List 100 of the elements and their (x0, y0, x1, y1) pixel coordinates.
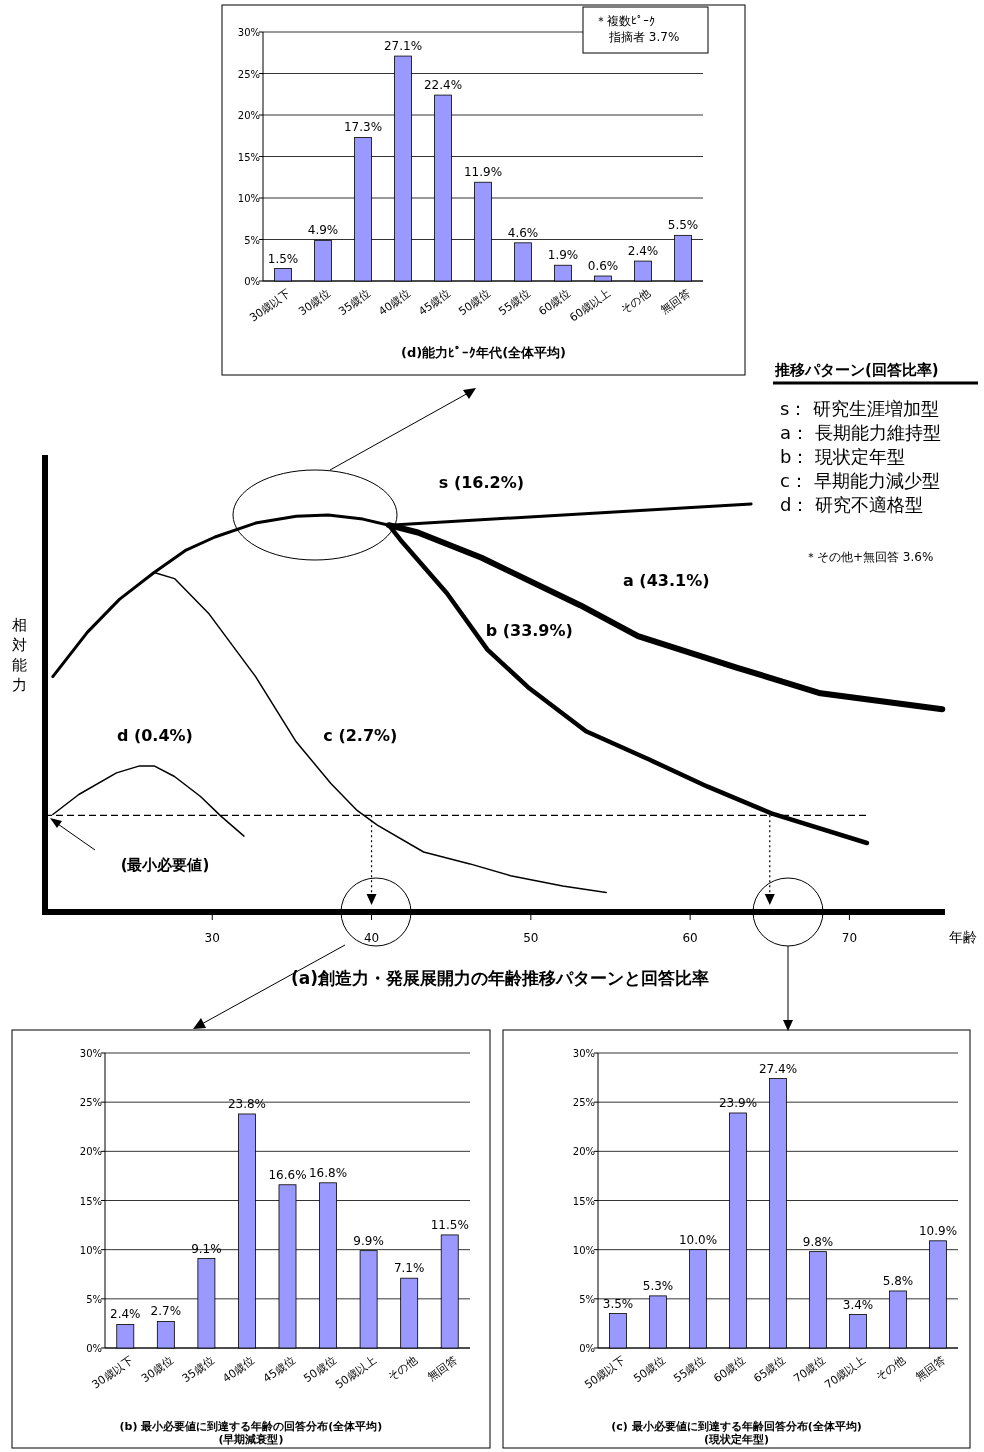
series-label: d (0.4%) (116, 726, 193, 746)
text: (b) 最小必要値に到達する年齢の回答分布(全体平均) (119, 1420, 383, 1433)
data-label: 27.1% (383, 39, 423, 54)
x-tick-label: 70 (841, 931, 858, 945)
text: (c) 最小必要値に到達する年齢回答分布(全体平均) (611, 1420, 862, 1433)
x-tick-label: 40歳位 (376, 286, 414, 319)
series-label: s (16.2%) (438, 472, 525, 492)
y-tick-label: 0% (86, 1343, 102, 1354)
y-tick-label: 25% (79, 1097, 102, 1109)
y-tick-label: 0% (579, 1343, 595, 1354)
data-label: 5.8% (882, 1273, 914, 1288)
x-tick-label: 無回答 (658, 286, 694, 317)
data-label: 16.6% (268, 1167, 307, 1182)
text: s： 研究生涯増加型 (780, 398, 940, 419)
text: (d)能力ﾋﾟｰｸ年代(全体平均) (400, 345, 567, 360)
x-tick-label: 無回答 (425, 1353, 460, 1384)
y-tick-label: 25% (237, 68, 260, 80)
y-tick-label: 20% (79, 1146, 102, 1158)
x-tick-label: 30歳位 (139, 1353, 177, 1386)
data-label: 3.4% (842, 1297, 874, 1312)
data-label: 5.3% (642, 1278, 674, 1293)
x-tick-label: 60歳位 (711, 1353, 749, 1386)
x-tick-label: 30歳位 (296, 286, 334, 319)
text: (早期減衰型) (218, 1433, 284, 1446)
data-label: 4.9% (307, 223, 339, 238)
y-tick-label: 15% (79, 1195, 102, 1207)
x-tick-label: 50 (523, 931, 539, 945)
text: ＊複数ﾋﾟｰｸ (595, 14, 655, 28)
data-label: 10.0% (678, 1232, 718, 1247)
x-tick-label: 50歳以下 (582, 1353, 629, 1392)
y-tick-label: 30% (237, 27, 260, 38)
annotation: ＊その他+無回答 3.6% (805, 550, 934, 564)
annotation: d： 研究不適格型 (780, 494, 924, 515)
data-label: 1.9% (547, 248, 579, 263)
x-tick-label: 40歳位 (220, 1353, 258, 1386)
data-label: 16.8% (308, 1165, 348, 1180)
data-label: 17.3% (343, 120, 383, 135)
y-tick-label: 5% (579, 1293, 595, 1305)
data-label: 11.9% (463, 165, 503, 180)
data-label: 5.5% (667, 218, 699, 233)
x-tick-label: その他 (384, 1353, 420, 1384)
y-tick-label: 30% (572, 1048, 595, 1059)
x-tick-label: 45歳位 (416, 286, 454, 319)
x-tick-label: 30 (204, 931, 220, 945)
y-tick-label: 25% (572, 1097, 595, 1109)
x-tick-label: その他 (618, 286, 654, 317)
ref-line-label: (最小必要値) (120, 856, 210, 875)
data-label: 9.9% (353, 1233, 384, 1248)
series-label: c (2.7%) (323, 726, 398, 746)
data-label: 3.5% (602, 1296, 634, 1311)
text: (a)創造力・発展展開力の年齢推移パターンと回答比率 (290, 968, 710, 988)
data-label: 1.5% (267, 251, 299, 266)
x-tick-label: 55歳位 (496, 286, 534, 319)
text: (現状定年型) (703, 1433, 770, 1446)
y-tick-label: 30% (79, 1048, 102, 1059)
data-label: 22.4% (423, 78, 463, 93)
x-tick-label: 65歳位 (751, 1353, 789, 1386)
x-tick-label: 無回答 (913, 1353, 949, 1384)
x-tick-label: 60 (682, 931, 698, 945)
data-label: 7.1% (393, 1261, 425, 1276)
annotation: 指摘者 3.7% (608, 30, 680, 44)
data-label: 0.6% (587, 259, 619, 274)
data-label: 10.9% (918, 1223, 958, 1238)
text: a (43.1%) (622, 570, 710, 590)
series-label: b (33.9%) (485, 621, 573, 641)
x-tick-label: 40 (363, 931, 380, 945)
y-tick-label: 10% (572, 1244, 595, 1256)
y-tick-label: 20% (237, 110, 260, 121)
y-tick-label: 0% (244, 276, 260, 287)
y-tick-label: 5% (244, 234, 260, 246)
data-label: 2.4% (110, 1307, 141, 1322)
y-tick-label: 10% (79, 1244, 102, 1256)
data-label: 4.6% (507, 225, 539, 240)
data-label: 11.5% (430, 1217, 469, 1232)
x-tick-label: 30歳以下 (247, 286, 294, 325)
x-tick-label: 30歳以下 (89, 1353, 136, 1392)
text: a： 長期能力維持型 (780, 422, 941, 443)
x-tick-label: 35歳位 (336, 286, 374, 319)
y-tick-label: 20% (572, 1146, 595, 1158)
x-tick-label: 35歳位 (179, 1353, 217, 1386)
data-label: 23.8% (227, 1096, 267, 1111)
y-tick-label: 15% (572, 1195, 595, 1207)
x-tick-label: 50歳位 (456, 286, 494, 319)
y-tick-label: 10% (237, 193, 260, 204)
data-label: 2.4% (627, 244, 659, 259)
text: 推移パターン(回答比率) (774, 361, 939, 379)
x-tick-label: その他 (873, 1353, 909, 1384)
text: b： 現状定年型 (780, 446, 906, 467)
text: c： 早期能力減少型 (780, 470, 940, 491)
y-tick-label: 15% (237, 151, 260, 163)
x-tick-label: 50歳位 (631, 1353, 669, 1386)
data-label: 23.9% (718, 1095, 758, 1110)
x-tick-label: 45歳位 (260, 1353, 298, 1386)
data-label: 9.8% (802, 1234, 834, 1249)
y-tick-label: 5% (86, 1293, 102, 1305)
x-axis-title: 年齢 (949, 929, 977, 945)
data-label: 27.4% (758, 1061, 798, 1076)
data-label: 2.7% (150, 1304, 182, 1319)
x-tick-label: 55歳位 (671, 1353, 709, 1386)
y-axis-title: 相対能力 (11, 616, 27, 694)
